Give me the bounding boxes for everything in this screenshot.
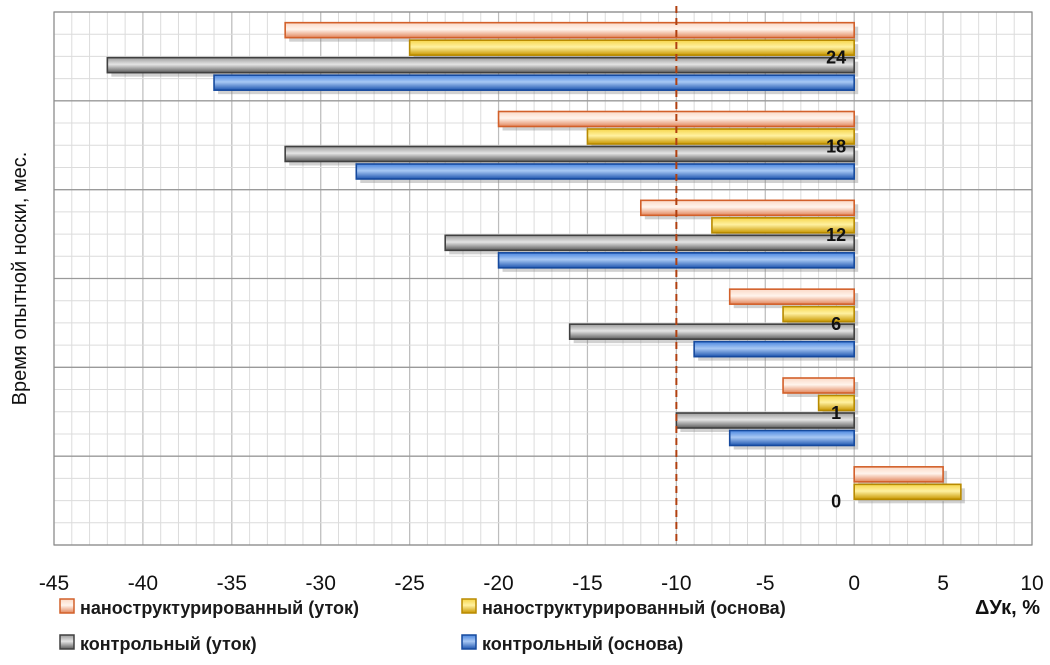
bar	[106, 56, 855, 74]
x-tick-label: -45	[39, 572, 69, 595]
x-tick-label: -40	[128, 572, 158, 595]
x-tick-label: -15	[572, 572, 602, 595]
x-tick-label: -10	[661, 572, 691, 595]
bar	[782, 305, 855, 323]
x-tick-label: 10	[1020, 572, 1043, 595]
legend-label: контрольный (уток)	[80, 634, 257, 654]
legend-label: наноструктурированный (уток)	[80, 598, 359, 618]
legend-swatch	[59, 634, 75, 650]
x-tick-label: -35	[217, 572, 247, 595]
legend-swatch	[461, 634, 477, 650]
y-axis-title: Время опытной носки, мес.	[9, 152, 31, 406]
bar	[444, 234, 855, 252]
bar	[853, 466, 944, 483]
bar	[639, 199, 855, 217]
x-tick-label: -30	[306, 572, 336, 595]
bar	[213, 74, 855, 91]
bar	[355, 163, 855, 180]
category-label: 24	[826, 47, 846, 67]
bar	[284, 21, 855, 39]
bar	[728, 429, 855, 447]
legend-swatch	[461, 598, 477, 614]
category-label: 1	[831, 403, 841, 423]
bar	[853, 483, 962, 501]
bar	[782, 377, 855, 394]
bar	[711, 217, 855, 234]
legend-swatch	[59, 598, 75, 614]
bar	[408, 39, 855, 56]
x-tick-label: -25	[394, 572, 424, 595]
bar	[284, 145, 855, 163]
x-tick-label: 5	[937, 572, 949, 595]
bar	[817, 394, 855, 412]
bars	[106, 6, 965, 545]
category-label: 18	[826, 136, 846, 156]
bar	[568, 323, 855, 340]
legend-label: контрольный (основа)	[482, 634, 683, 654]
x-tick-label: -5	[756, 572, 775, 595]
plot-frame	[53, 11, 1033, 546]
bar	[728, 288, 855, 305]
category-label: 0	[831, 492, 841, 512]
legend-label: наноструктурированный (основа)	[482, 598, 786, 618]
grid	[53, 11, 1033, 546]
x-tick-label: 0	[848, 572, 860, 595]
category-label: 6	[831, 314, 841, 334]
category-label: 12	[826, 225, 846, 245]
bar	[586, 128, 855, 145]
x-axis-title: ΔУк, %	[975, 597, 1040, 619]
bar	[675, 412, 855, 429]
x-tick-label: -20	[483, 572, 513, 595]
bar	[693, 340, 855, 358]
